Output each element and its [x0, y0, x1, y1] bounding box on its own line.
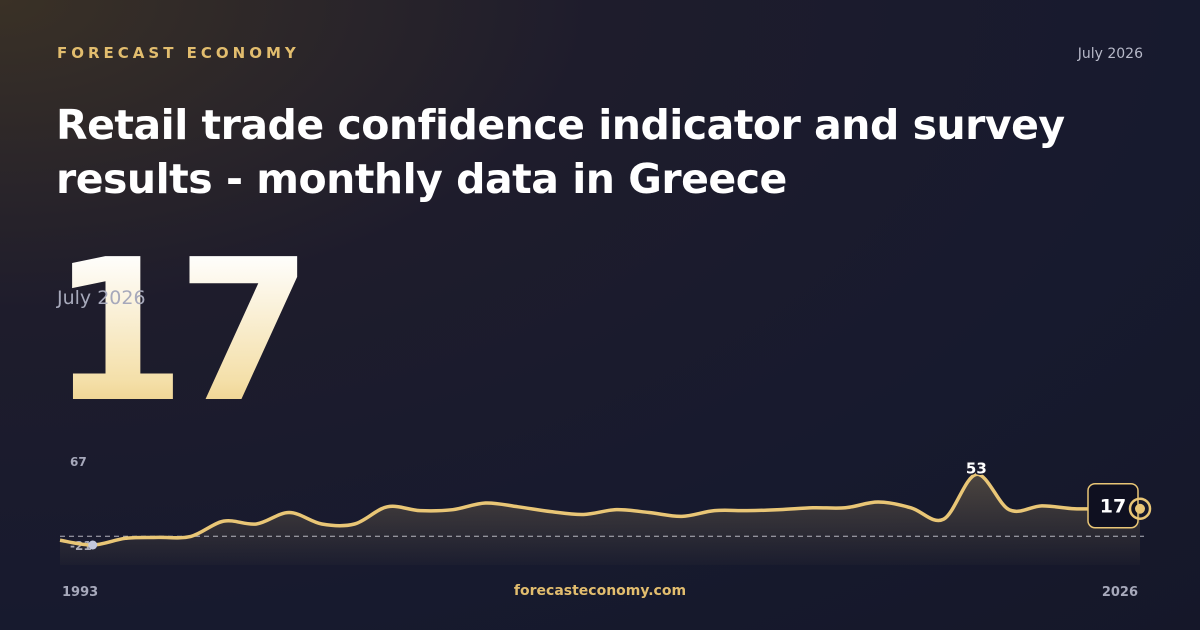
peak-label: 53 — [966, 459, 987, 477]
last-label: 17 — [1100, 496, 1126, 518]
latest-date: July 2026 — [57, 287, 146, 309]
line — [59, 472, 1140, 547]
site: forecasteconomy.com — [513, 583, 687, 599]
y-tick-label: 67 — [70, 455, 87, 469]
date: July 2026 — [1077, 46, 1143, 62]
last-point — [1135, 503, 1145, 514]
area — [60, 474, 1140, 565]
title: Retail trade confidence indicator and su… — [56, 101, 1065, 203]
x-tick-label: 1993 — [62, 585, 98, 600]
x-tick-label: 2026 — [1102, 585, 1138, 600]
brand: FORECAST ECONOMY — [57, 44, 300, 62]
min-point — [88, 540, 98, 550]
latest-value: 17 — [50, 218, 313, 446]
last-point-ring — [1128, 497, 1152, 520]
